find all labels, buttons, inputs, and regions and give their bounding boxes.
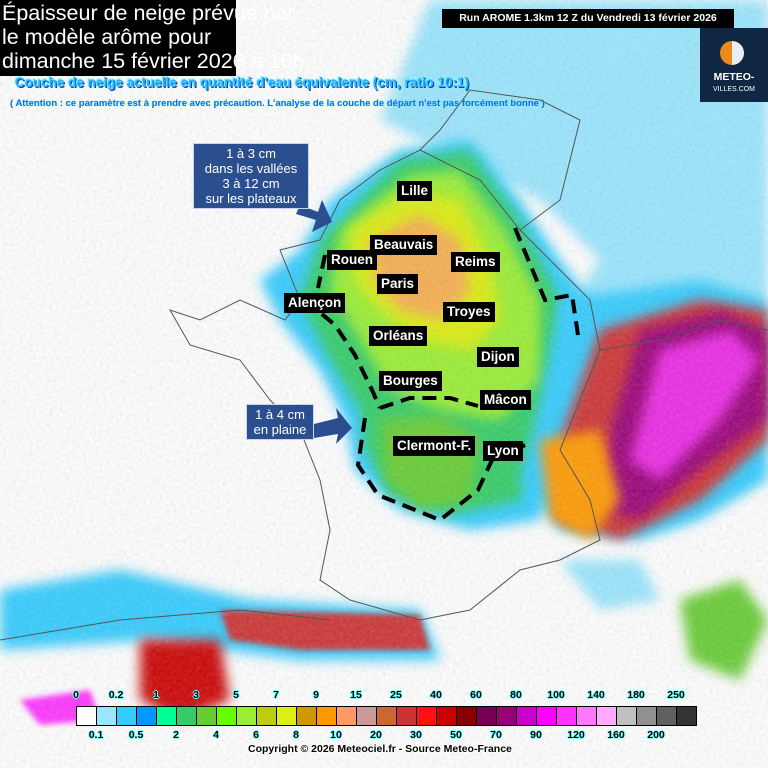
legend-label: 5 (233, 689, 239, 701)
city-label-rouen: Rouen (327, 250, 377, 270)
copyright: Copyright © 2026 Meteociel.fr - Source M… (248, 743, 512, 755)
legend-label: 250 (667, 689, 685, 701)
city-label-troyes: Troyes (443, 302, 495, 322)
legend-swatch (277, 707, 297, 725)
title-line: dimanche 15 février 2026 à 16h (2, 49, 305, 73)
city-label-macon: Mâcon (480, 390, 531, 410)
legend-swatch (297, 707, 317, 725)
annotation-north: 1 à 3 cm dans les vallées 3 à 12 cm sur … (193, 143, 309, 209)
legend-swatch (217, 707, 237, 725)
meteo-villes-logo: METEO- VILLES.COM (700, 28, 768, 102)
annotation-line: sur les plateaux (205, 191, 297, 206)
legend-swatch (197, 707, 217, 725)
legend-swatch (517, 707, 537, 725)
annotation-line: 3 à 12 cm (222, 176, 280, 191)
legend-label: 160 (607, 729, 625, 741)
legend-label: 0.5 (128, 729, 144, 741)
title-line: Épaisseur de neige prévue par (2, 1, 295, 25)
legend-label: 200 (647, 729, 665, 741)
legend-label: 10 (330, 729, 342, 741)
legend-label: 50 (450, 729, 462, 741)
legend-label: 120 (567, 729, 585, 741)
legend-swatch (157, 707, 177, 725)
legend-swatch (317, 707, 337, 725)
city-label-bourges: Bourges (379, 371, 442, 391)
legend-top-labels: 0 0.2 1 3 5 7 9 15 25 40 60 80 100 140 180 250 (0, 689, 768, 703)
legend-label: 0.2 (108, 689, 124, 701)
legend-swatch (597, 707, 617, 725)
legend-label: 80 (510, 689, 522, 701)
legend-swatch (417, 707, 437, 725)
legend-swatch (577, 707, 597, 725)
legend-swatch (637, 707, 657, 725)
legend-label: 90 (530, 729, 542, 741)
legend-swatch (497, 707, 517, 725)
legend-swatch (97, 707, 117, 725)
run-info: Run AROME 1.3km 12 Z du Vendredi 13 févr… (442, 9, 734, 28)
legend-label: 9 (313, 689, 319, 701)
legend-label: 0.1 (88, 729, 104, 741)
annotation-line: dans les vallées (204, 161, 298, 176)
legend-swatch (397, 707, 417, 725)
annotation-plain: 1 à 4 cm en plaine (246, 404, 314, 440)
legend-swatch (77, 707, 97, 725)
legend-swatch (457, 707, 477, 725)
map-subtitle: Couche de neige actuelle en quantité d'e… (15, 75, 470, 90)
legend-color-scale (76, 706, 697, 726)
city-label-orleans: Orléans (369, 326, 428, 346)
city-label-beauvais: Beauvais (370, 235, 438, 255)
legend-label: 0 (73, 689, 79, 701)
legend-label: 30 (410, 729, 422, 741)
logo-text: VILLES.COM (712, 86, 755, 93)
map-warning: ( Attention : ce paramètre est à prendre… (10, 98, 545, 109)
legend-swatch (337, 707, 357, 725)
legend-label: 6 (253, 729, 259, 741)
city-label-dijon: Dijon (477, 347, 519, 367)
legend-label: 15 (350, 689, 362, 701)
legend-swatch (537, 707, 557, 725)
logo-text: METEO- (713, 71, 755, 83)
legend-swatch (257, 707, 277, 725)
legend-swatch (237, 707, 257, 725)
legend-swatch (117, 707, 137, 725)
legend-swatch (657, 707, 677, 725)
city-label-alencon: Alençon (284, 293, 346, 313)
city-label-clermont-ferrand: Clermont-F. (393, 436, 476, 456)
title-line: le modèle arôme pour (2, 25, 212, 49)
legend-label: 2 (173, 729, 179, 741)
legend-label: 4 (213, 729, 219, 741)
legend-label: 25 (390, 689, 402, 701)
city-label-reims: Reims (451, 252, 500, 272)
legend-label: 1 (153, 689, 159, 701)
legend-swatch (137, 707, 157, 725)
legend-swatch (557, 707, 577, 725)
legend-swatch (177, 707, 197, 725)
legend-label: 180 (627, 689, 645, 701)
legend-label: 40 (430, 689, 442, 701)
city-label-paris: Paris (377, 274, 419, 294)
legend-label: 60 (470, 689, 482, 701)
legend-label: 100 (547, 689, 565, 701)
legend-bottom-labels: 0.1 0.5 2 4 6 8 10 20 30 50 70 90 120 160 200 (0, 729, 768, 743)
map-title: Épaisseur de neige prévue par le modèle … (0, 0, 305, 76)
legend-swatch (377, 707, 397, 725)
legend-swatch (477, 707, 497, 725)
city-label-lyon: Lyon (483, 441, 523, 461)
annotation-line: en plaine (253, 422, 307, 437)
legend-swatch (677, 707, 696, 725)
borders (0, 89, 768, 641)
legend-label: 70 (490, 729, 502, 741)
annotation-line: 1 à 4 cm (255, 407, 305, 422)
logo-sun-icon (720, 41, 744, 65)
legend-label: 3 (193, 689, 199, 701)
legend-label: 20 (370, 729, 382, 741)
legend-label: 7 (273, 689, 279, 701)
legend-label: 8 (293, 729, 299, 741)
legend-swatch (617, 707, 637, 725)
legend-label: 140 (587, 689, 605, 701)
legend-swatch (437, 707, 457, 725)
city-label-lille: Lille (397, 181, 433, 201)
annotation-line: 1 à 3 cm (226, 146, 276, 161)
legend-swatch (357, 707, 377, 725)
